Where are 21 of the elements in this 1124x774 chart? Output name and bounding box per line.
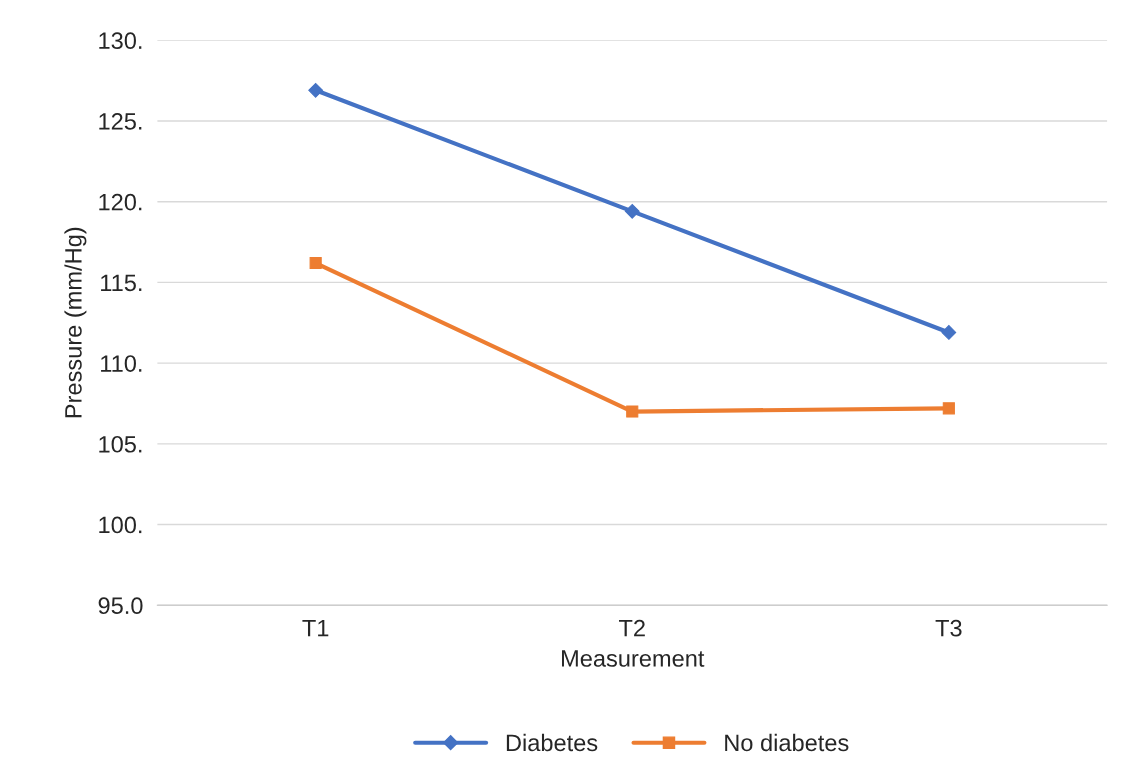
y-tick-label: 130.	[99, 32, 142, 50]
point	[626, 405, 639, 418]
point	[942, 402, 955, 415]
y-axis-title: Pressure (mm/Hg)	[64, 227, 87, 418]
y-tick-label: 120.	[99, 193, 142, 211]
y-tick-label: 105.	[99, 435, 142, 453]
point	[941, 325, 957, 340]
legend-label: No diabetes	[725, 733, 849, 752]
point	[309, 256, 322, 270]
x-axis-title: Measurement	[562, 650, 705, 667]
y-tick-label: 95.0	[98, 597, 143, 615]
point	[624, 203, 640, 219]
x-tick-label: T2	[619, 619, 645, 637]
x-tick-label: T3	[935, 619, 962, 637]
legend-label: Diabetes	[506, 733, 598, 752]
x-tick-label: T1	[302, 620, 329, 637]
y-tick-label: 100.	[99, 516, 142, 534]
y-tick-label: 115.	[101, 274, 142, 292]
y-tick-label: 125.	[99, 113, 142, 130]
point	[308, 82, 324, 98]
y-tick-label: 110.	[101, 355, 142, 372]
